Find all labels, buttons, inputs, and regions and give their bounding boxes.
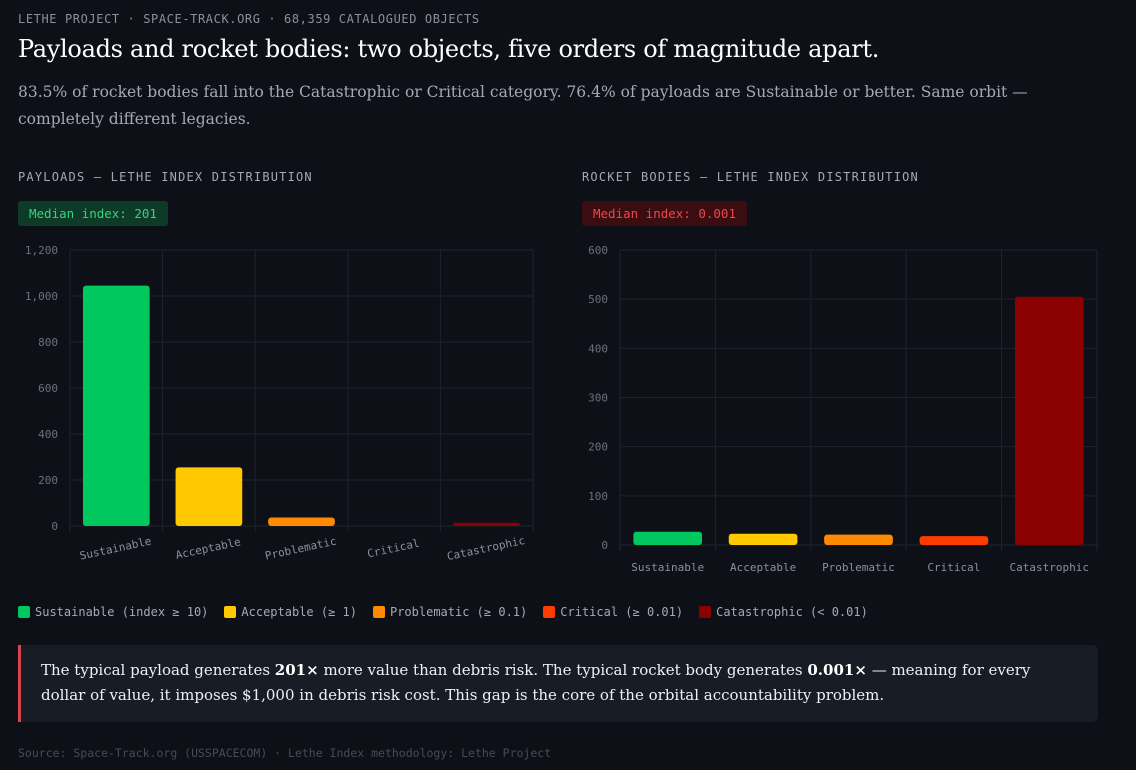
legend-label-catastrophic: Catastrophic (< 0.01) (716, 605, 868, 619)
payloads-xtick-label-critical: Critical (366, 537, 421, 561)
payloads-bar-chart: 0 200 400 600 800 1,000 1,200 Sustainable Accept… (25, 244, 534, 563)
rocket-bodies-median-badge: Median index: 0.001 (582, 201, 747, 226)
payloads-median-badge: Median index: 201 (18, 201, 168, 226)
rocket-bodies-ytick-label: 100 (588, 490, 608, 503)
payloads-bar-catastrophic (453, 522, 521, 526)
rocket-bodies-xtick-label-sustainable: Sustainable (631, 561, 704, 574)
callout-text-1: The typical payload generates (41, 661, 275, 679)
payloads-chart-title: PAYLOADS — LETHE INDEX DISTRIBUTION (18, 170, 313, 184)
payloads-xtick-label-problematic: Problematic (264, 535, 338, 563)
rocket-bodies-ytick-label: 600 (588, 244, 608, 257)
source-footnote: Source: Space-Track.org (USSPACECOM) · L… (18, 746, 552, 760)
rocket-bodies-bar-problematic (824, 534, 893, 545)
rocket-bodies-bar-acceptable (728, 533, 798, 545)
legend-swatch-sustainable (18, 606, 30, 618)
payloads-bar-acceptable (175, 467, 243, 526)
insight-callout: The typical payload generates 201× more … (18, 645, 1098, 722)
payloads-ytick-label: 1,200 (25, 244, 58, 257)
legend-swatch-critical (543, 606, 556, 618)
payloads-xtick-label-catastrophic: Catastrophic (446, 534, 526, 563)
legend-label-problematic: Problematic (≥ 0.1) (389, 605, 528, 619)
payloads-ytick-label: 1,000 (25, 290, 58, 303)
rocket-bodies-chart-title: ROCKET BODIES — LETHE INDEX DISTRIBUTION (582, 170, 919, 184)
rocket-bodies-bar-sustainable (633, 531, 703, 545)
page-headline: Payloads and rocket bodies: two objects,… (18, 35, 880, 63)
rocket-bodies-xtick-label-critical: Critical (927, 561, 980, 574)
rocket-bodies-bar-catastrophic (1014, 296, 1084, 545)
callout-text-3: — meaning for every dollar of value, it … (41, 661, 1031, 704)
callout-payload-ratio: 201× (274, 661, 319, 679)
page-subhead: 83.5% of rocket bodies fall into the Cat… (18, 83, 1028, 128)
payloads-ytick-label: 0 (51, 520, 58, 533)
rocket-bodies-ytick-label: 400 (588, 342, 608, 355)
rocket-bodies-xtick-label-acceptable: Acceptable (730, 561, 796, 574)
payloads-bar-problematic (268, 517, 335, 526)
legend-item-critical: Critical (≥ 0.01) (543, 605, 683, 619)
payloads-xtick-label-sustainable: Sustainable (79, 535, 153, 563)
rocket-bodies-ytick-label: 200 (588, 441, 608, 454)
payloads-bar-sustainable (82, 285, 150, 526)
payloads-ytick-label: 400 (38, 428, 58, 441)
rocket-bodies-ytick-label: 500 (588, 293, 608, 306)
legend-swatch-acceptable (224, 606, 237, 618)
rocket-bodies-xtick-label-problematic: Problematic (822, 561, 895, 574)
legend-label-acceptable: Acceptable (≥ 1) (241, 605, 357, 619)
rocket-bodies-ytick-label: 300 (588, 392, 608, 405)
legend-item-sustainable: Sustainable (index ≥ 10) (18, 605, 208, 619)
callout-text-2: more value than debris risk. The typical… (318, 661, 808, 679)
legend-item-acceptable: Acceptable (≥ 1) (224, 605, 357, 619)
legend-label-critical: Critical (≥ 0.01) (560, 605, 684, 619)
legend-item-catastrophic: Catastrophic (< 0.01) (699, 605, 868, 619)
rocket-bodies-bar-critical (919, 536, 989, 545)
rocket-bodies-xtick-label-catastrophic: Catastrophic (1010, 561, 1089, 574)
payloads-xtick-label-acceptable: Acceptable (174, 535, 241, 561)
callout-rocket-ratio: 0.001× (807, 661, 867, 679)
chart-legend: Sustainable (index ≥ 10) Acceptable (≥ 1… (18, 605, 1118, 619)
rocket-bodies-ytick-label: 0 (601, 539, 608, 552)
legend-item-problematic: Problematic (≥ 0.1) (372, 605, 528, 619)
project-topline: LETHE PROJECT · SPACE-TRACK.ORG · 68,359… (18, 12, 480, 26)
rocket-bodies-bar-chart: 0 100 200 300 400 500 600 Sustainable Acceptable… (588, 244, 1098, 574)
payloads-ytick-label: 600 (38, 382, 58, 395)
payloads-ytick-label: 800 (38, 336, 58, 349)
legend-swatch-problematic (372, 606, 385, 618)
payloads-ytick-label: 200 (38, 474, 58, 487)
legend-label-sustainable: Sustainable (index ≥ 10) (35, 605, 209, 619)
legend-swatch-catastrophic (699, 606, 712, 618)
